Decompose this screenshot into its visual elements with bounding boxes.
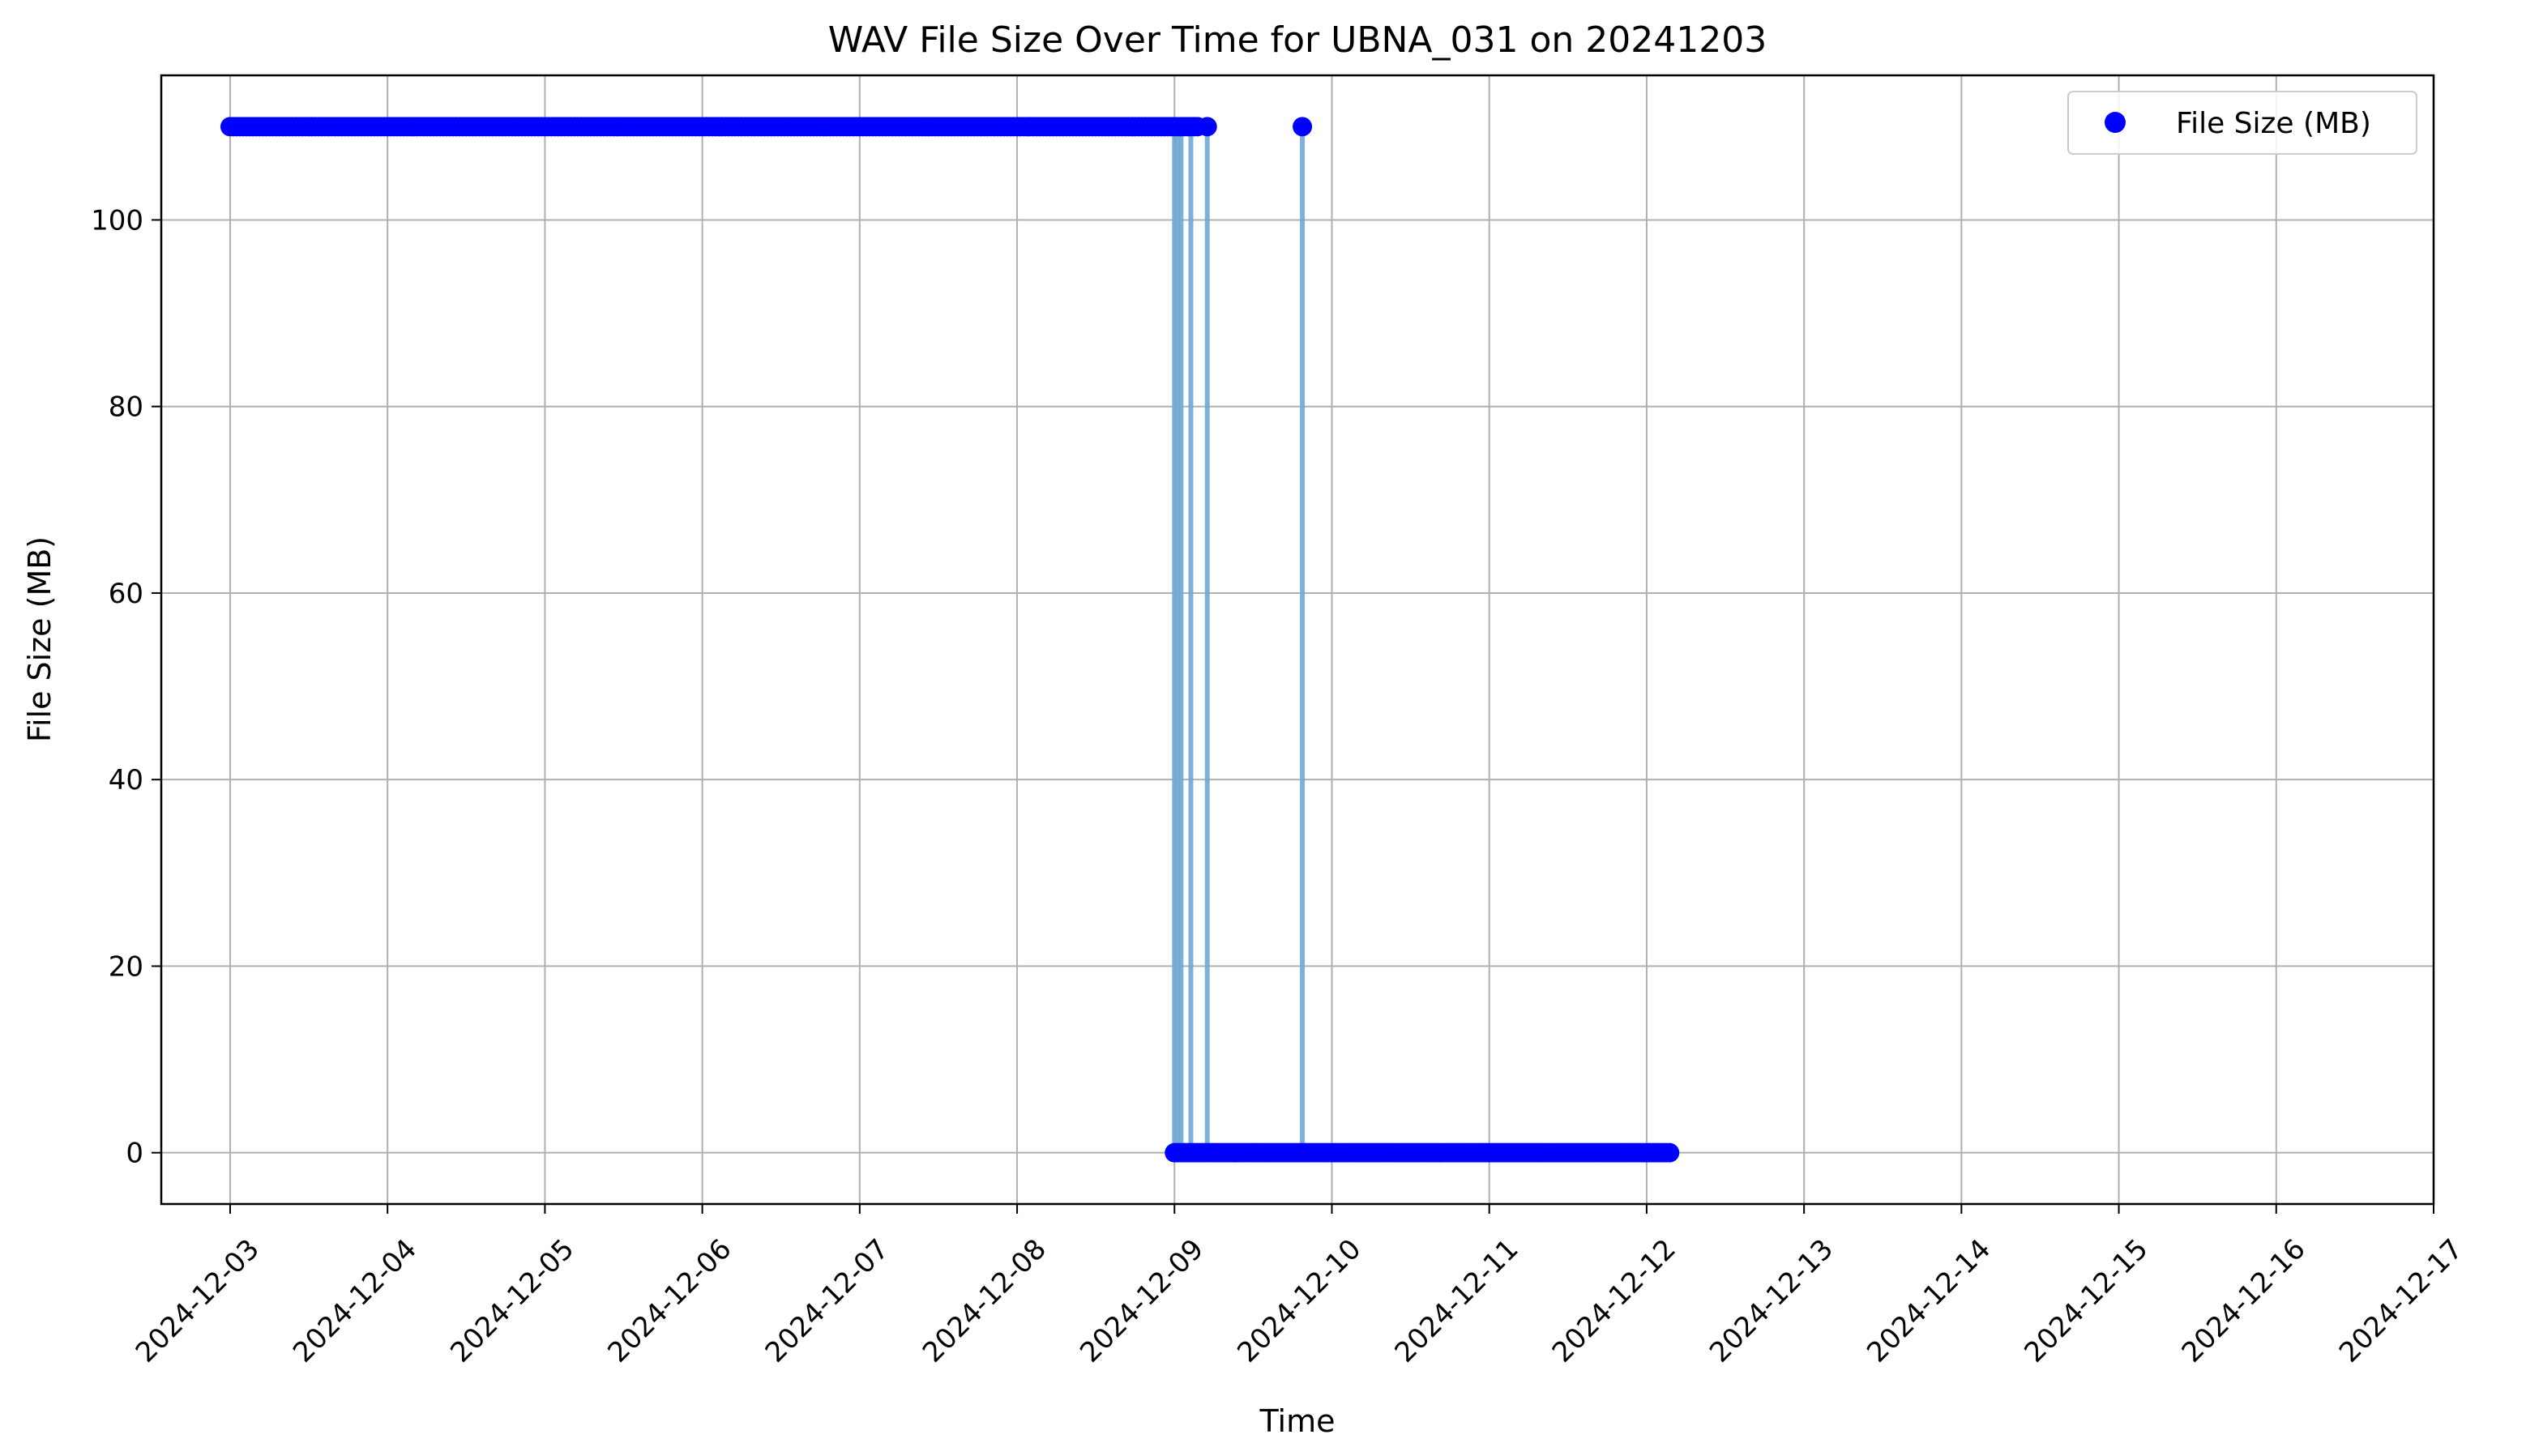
data-point <box>1197 117 1217 137</box>
y-axis-label: File Size (MB) <box>22 536 58 742</box>
data-markers <box>220 117 1680 1163</box>
y-tick-label: 0 <box>126 1138 143 1170</box>
drop-lines <box>1172 126 1306 1153</box>
chart-title: WAV File Size Over Time for UBNA_031 on … <box>828 19 1767 61</box>
y-tick-label: 80 <box>109 391 143 424</box>
x-axis-label: Time <box>1259 1403 1336 1439</box>
data-point <box>1660 1142 1680 1163</box>
legend-label: File Size (MB) <box>2176 107 2371 140</box>
data-point <box>1293 117 1313 137</box>
legend: File Size (MB) <box>2067 91 2417 155</box>
y-tick-label: 40 <box>109 764 143 796</box>
y-tick-label: 20 <box>109 950 143 983</box>
legend-marker <box>2105 112 2126 133</box>
legend-box <box>2067 91 2417 155</box>
y-tick-label: 60 <box>109 578 143 610</box>
y-axis-ticks: 0 20 40 60 80 100 <box>91 204 161 1170</box>
plot-area-border <box>160 74 2435 1206</box>
grid <box>161 75 2434 1204</box>
y-tick-label: 100 <box>91 204 143 237</box>
